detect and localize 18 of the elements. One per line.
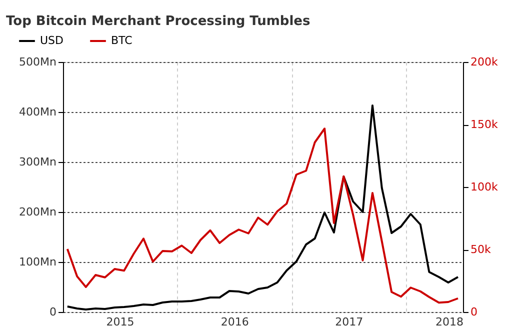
y-tick-label: 0 — [50, 306, 56, 318]
y2-tick-label: 100k — [470, 180, 498, 194]
y-tick-label: 300Mn — [19, 156, 57, 168]
y2-tick-label: 200k — [470, 56, 498, 68]
x-tick-label: 2018 — [436, 316, 464, 328]
y-tick-label: 100Mn — [19, 256, 57, 268]
legend-label: USD — [40, 34, 64, 47]
legend-label: BTC — [111, 34, 133, 47]
x-tick-label: 2015 — [106, 316, 134, 328]
y-tick-label: 200Mn — [19, 206, 57, 218]
y-tick-label: 400Mn — [19, 106, 57, 118]
y2-tick-label: 150k — [470, 118, 498, 131]
x-tick-label: 2017 — [335, 316, 364, 328]
chart-title: Top Bitcoin Merchant Processing Tumbles — [6, 14, 310, 29]
y2-tick-label: 0 — [470, 306, 478, 318]
x-tick-label: 2016 — [220, 316, 249, 328]
y-tick-label: 500Mn — [19, 56, 57, 68]
y2-tick-label: 50k — [470, 243, 492, 256]
